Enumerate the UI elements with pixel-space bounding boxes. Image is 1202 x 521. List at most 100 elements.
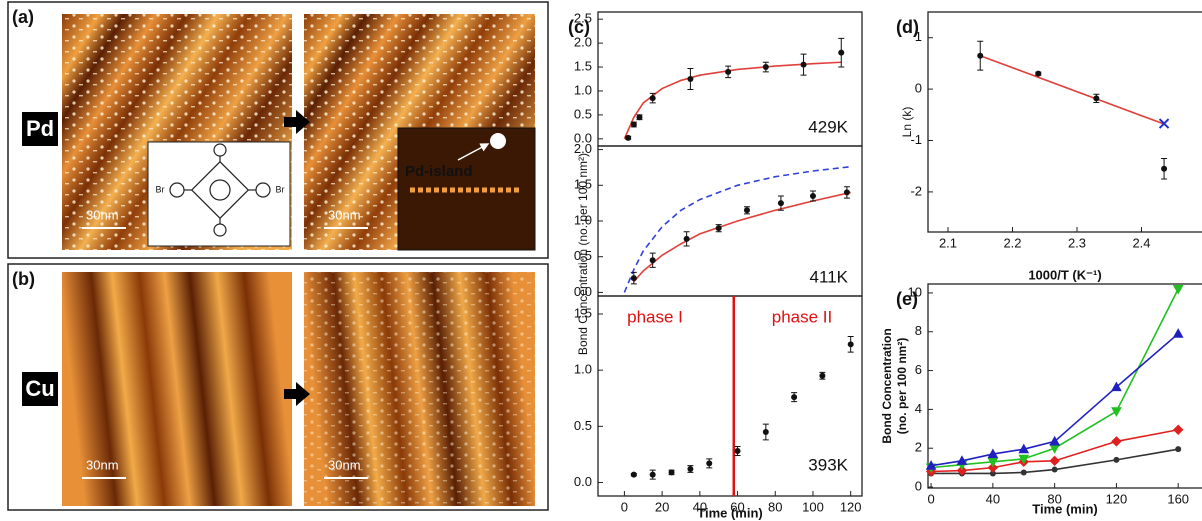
annotation: 411K <box>810 267 849 286</box>
point <box>625 135 631 141</box>
x-tick-label: 160 <box>1167 491 1189 506</box>
y-tick-label: 0 <box>915 81 922 96</box>
point <box>844 189 850 195</box>
y-axis-label: (no. per 100 nm²) <box>895 338 909 435</box>
x-tick-label: 2.1 <box>939 235 957 250</box>
point <box>687 76 693 82</box>
x-axis-label: 1000/T (K⁻¹) <box>1028 267 1101 282</box>
point <box>1021 469 1027 475</box>
y-tick-label: -2 <box>910 183 922 198</box>
figure: (a) Pd Br Br Pd-island 30nm 30nm (b) Cu … <box>0 0 1202 521</box>
point <box>669 469 675 475</box>
panel-label: (a) <box>12 7 34 27</box>
point <box>744 207 750 213</box>
point <box>1093 95 1099 101</box>
y-tick-label: 0.0 <box>574 474 592 489</box>
point <box>631 121 637 127</box>
y-tick-label: 0.5 <box>574 106 592 121</box>
scale-bar-label: 30nm <box>86 457 119 472</box>
panel-label: (c) <box>568 17 590 37</box>
y-axis-label: Bond Concentration <box>880 328 894 443</box>
inset-label: Pd-island <box>405 163 473 180</box>
y-axis-label: Bond Concentration (no. per 100 nm²) <box>576 153 590 355</box>
point <box>838 50 844 56</box>
page: (a) Pd Br Br Pd-island 30nm 30nm (b) Cu … <box>0 0 1202 521</box>
panel-label: (d) <box>896 17 919 37</box>
point <box>650 95 656 101</box>
point <box>716 225 722 231</box>
point <box>687 466 693 472</box>
point <box>725 69 731 75</box>
point <box>1035 71 1041 77</box>
y-tick-label: 1.0 <box>574 362 592 377</box>
pd-island <box>490 133 506 149</box>
point <box>735 448 741 454</box>
x-tick-label: 2.4 <box>1132 235 1150 250</box>
x-tick-label: 120 <box>840 499 862 514</box>
point <box>631 472 637 478</box>
atom-label: Br <box>276 184 285 194</box>
x-tick-label: 0 <box>927 491 934 506</box>
phase-label: phase II <box>772 307 833 326</box>
point <box>791 394 797 400</box>
y-tick-label: 1.5 <box>574 58 592 73</box>
y-tick-label: 0 <box>915 478 922 493</box>
point <box>778 200 784 206</box>
point <box>1161 166 1167 172</box>
point <box>977 53 983 59</box>
point <box>801 62 807 68</box>
point <box>636 114 642 120</box>
x-tick-label: 80 <box>768 499 782 514</box>
scale-bar-label: 30nm <box>328 207 361 222</box>
point <box>1174 425 1183 434</box>
scale-bar-label: 30nm <box>328 457 361 472</box>
y-tick-label: 6 <box>915 362 922 377</box>
x-tick-label: 2.3 <box>1068 235 1086 250</box>
x-tick-label: 20 <box>655 499 669 514</box>
x-tick-label: 120 <box>1106 491 1128 506</box>
y-tick-label: 8 <box>915 323 922 338</box>
point <box>1174 329 1183 337</box>
point <box>631 275 637 281</box>
point <box>1112 437 1121 446</box>
annotation: 429K <box>808 117 848 136</box>
point <box>763 429 769 435</box>
y-tick-label: 1.5 <box>574 305 592 320</box>
fit-line <box>980 56 1164 124</box>
point <box>1112 408 1121 416</box>
plot-frame <box>928 12 1202 232</box>
panel-label: (e) <box>896 289 918 309</box>
y-tick-label: 1.0 <box>574 82 592 97</box>
point <box>1175 446 1181 452</box>
x-tick-label: 0 <box>621 499 628 514</box>
point <box>1113 457 1119 463</box>
point <box>819 373 825 379</box>
phase-label: phase I <box>627 307 683 326</box>
point <box>706 460 712 466</box>
point <box>650 472 656 478</box>
y-tick-label: 0.5 <box>574 418 592 433</box>
x-axis-label: Time (min) <box>1032 501 1098 516</box>
x-tick-label: 40 <box>986 491 1000 506</box>
x-axis-label: Time (min) <box>697 505 763 520</box>
point <box>650 257 656 263</box>
metal-label: Cu <box>25 376 54 401</box>
metal-label: Pd <box>26 116 54 141</box>
point <box>810 193 816 199</box>
y-axis-label: Ln (k) <box>900 107 914 138</box>
y-tick-label: 2.0 <box>574 35 592 50</box>
y-tick-label: 2 <box>915 440 922 455</box>
point <box>1174 285 1183 293</box>
annotation: 393K <box>808 455 848 474</box>
x-tick-label: 100 <box>802 499 824 514</box>
panel-label: (b) <box>12 269 35 289</box>
point <box>1052 467 1058 473</box>
point <box>763 64 769 70</box>
point <box>684 236 690 242</box>
y-tick-label: 4 <box>915 401 922 416</box>
x-tick-label: 2.2 <box>1003 235 1021 250</box>
charts: 0.00.51.01.52.02.5(c)429K0.00.51.01.52.0… <box>568 11 1202 521</box>
point <box>848 341 854 347</box>
point <box>1050 456 1059 465</box>
atom-label: Br <box>156 184 165 194</box>
